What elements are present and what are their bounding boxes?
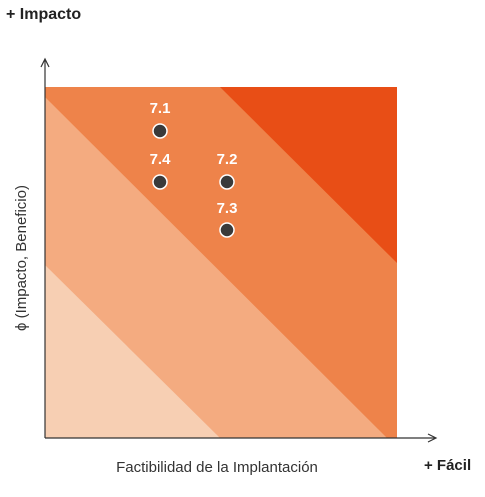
point-label: 7.4 <box>150 151 172 168</box>
point <box>152 123 168 139</box>
point-label: 7.3 <box>217 200 238 217</box>
x-arrow <box>427 433 438 443</box>
top-label: + Impacto <box>6 6 81 23</box>
point <box>152 174 168 190</box>
point-label: 7.1 <box>150 100 171 117</box>
band-lightest <box>45 265 220 438</box>
y-label: ϕ (Impacto, Beneficio) <box>13 185 30 331</box>
point-label: 7.2 <box>217 151 238 168</box>
y-arrow <box>40 57 50 68</box>
right-label: + Fácil <box>424 457 471 474</box>
band-dark <box>220 87 397 263</box>
x-label: Factibilidad de la Implantación <box>116 459 318 476</box>
point <box>219 174 235 190</box>
point <box>219 222 235 238</box>
